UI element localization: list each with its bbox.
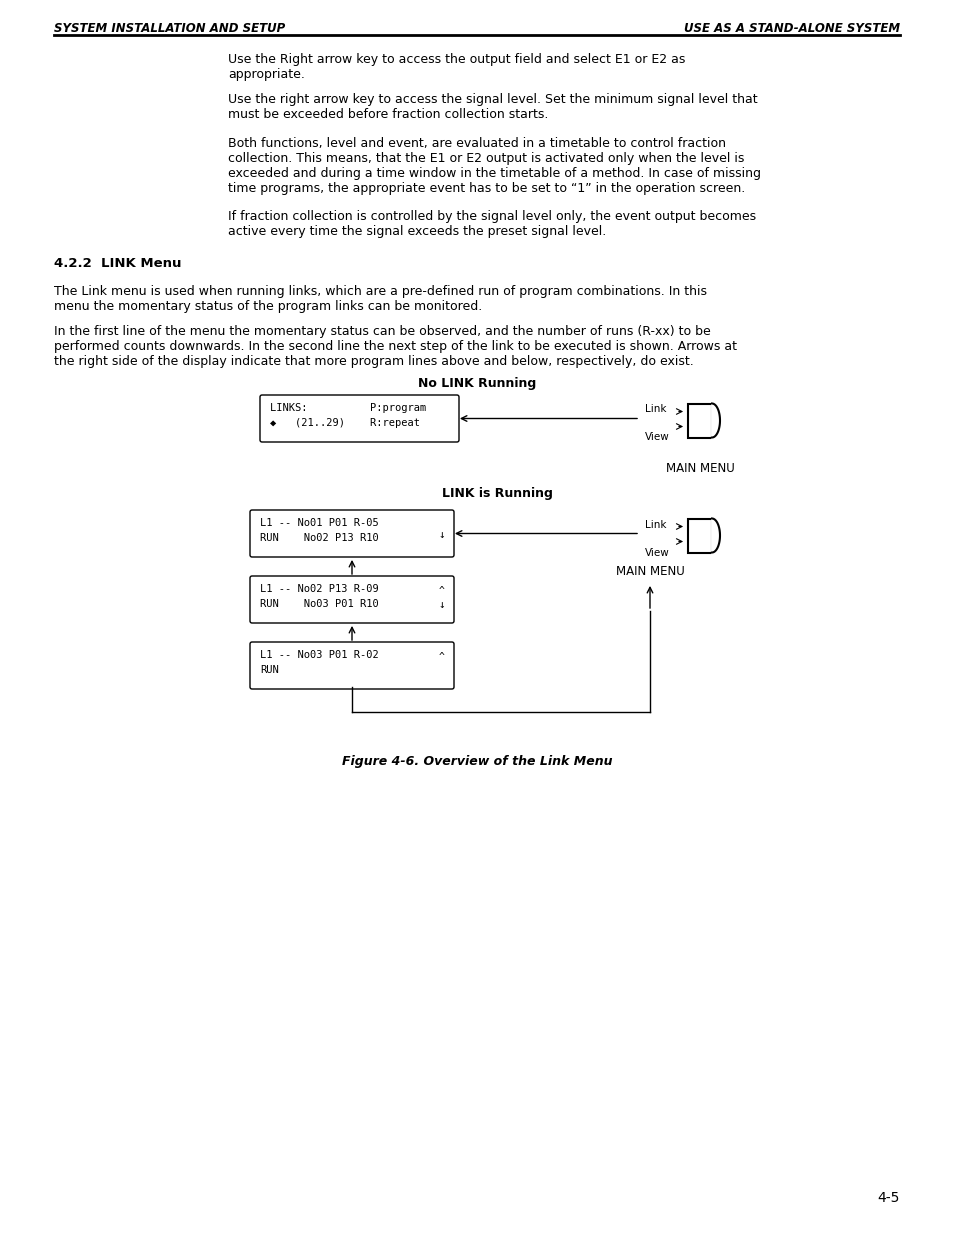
Text: Use the right arrow key to access the signal level. Set the minimum signal level: Use the right arrow key to access the si… xyxy=(228,93,757,121)
Text: In the first line of the menu the momentary status can be observed, and the numb: In the first line of the menu the moment… xyxy=(54,325,737,368)
FancyBboxPatch shape xyxy=(687,404,711,437)
Text: If fraction collection is controlled by the signal level only, the event output : If fraction collection is controlled by … xyxy=(228,210,756,238)
Text: 4.2.2  LINK Menu: 4.2.2 LINK Menu xyxy=(54,257,181,270)
FancyBboxPatch shape xyxy=(687,519,711,552)
Text: ↓: ↓ xyxy=(438,600,445,610)
Text: ^: ^ xyxy=(438,585,444,597)
Text: RUN: RUN xyxy=(260,664,278,676)
FancyBboxPatch shape xyxy=(250,510,454,557)
Text: Figure 4-6. Overview of the Link Menu: Figure 4-6. Overview of the Link Menu xyxy=(341,755,612,768)
FancyBboxPatch shape xyxy=(250,642,454,689)
Text: No LINK Running: No LINK Running xyxy=(417,377,536,390)
Text: L1 -- No03 P01 R-02: L1 -- No03 P01 R-02 xyxy=(260,650,378,659)
Text: USE AS A STAND-ALONE SYSTEM: USE AS A STAND-ALONE SYSTEM xyxy=(683,22,899,35)
Text: ◆   (21..29)    R:repeat: ◆ (21..29) R:repeat xyxy=(270,417,419,429)
FancyBboxPatch shape xyxy=(260,395,458,442)
Text: Use the Right arrow key to access the output field and select E1 or E2 as
approp: Use the Right arrow key to access the ou… xyxy=(228,53,684,82)
Polygon shape xyxy=(711,519,720,552)
Text: View: View xyxy=(644,547,669,557)
Text: LINK is Running: LINK is Running xyxy=(441,487,552,500)
Text: MAIN MENU: MAIN MENU xyxy=(665,462,734,475)
Text: RUN    No03 P01 R10: RUN No03 P01 R10 xyxy=(260,599,378,609)
Polygon shape xyxy=(711,404,720,437)
Text: Link: Link xyxy=(644,405,666,415)
Text: Both functions, level and event, are evaluated in a timetable to control fractio: Both functions, level and event, are eva… xyxy=(228,137,760,195)
FancyBboxPatch shape xyxy=(250,576,454,622)
Text: 4-5: 4-5 xyxy=(877,1191,899,1205)
Text: L1 -- No02 P13 R-09: L1 -- No02 P13 R-09 xyxy=(260,584,378,594)
Text: LINKS:          P:program: LINKS: P:program xyxy=(270,403,426,412)
Text: RUN    No02 P13 R10: RUN No02 P13 R10 xyxy=(260,534,378,543)
Text: ^: ^ xyxy=(438,652,444,662)
Text: View: View xyxy=(644,432,669,442)
Text: SYSTEM INSTALLATION AND SETUP: SYSTEM INSTALLATION AND SETUP xyxy=(54,22,285,35)
Text: The Link menu is used when running links, which are a pre-defined run of program: The Link menu is used when running links… xyxy=(54,285,706,312)
Text: L1 -- No01 P01 R-05: L1 -- No01 P01 R-05 xyxy=(260,517,378,529)
Text: MAIN MENU: MAIN MENU xyxy=(615,564,683,578)
Text: ↓: ↓ xyxy=(438,531,445,541)
Text: Link: Link xyxy=(644,520,666,530)
